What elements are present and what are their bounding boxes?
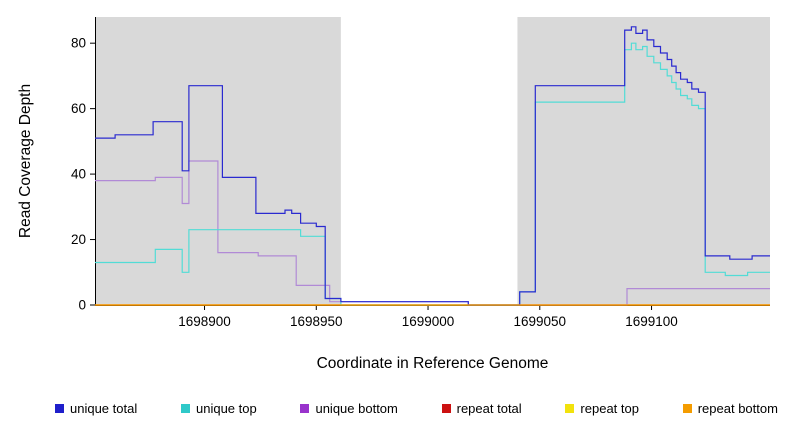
y-tick-label: 0 [78, 298, 86, 313]
legend-item-repeat-top: repeat top [565, 401, 639, 416]
legend-item-unique-top: unique top [180, 400, 257, 416]
legend-label: unique top [195, 400, 257, 416]
panel-shading [517, 17, 770, 305]
x-tick-label: 1698900 [178, 314, 231, 329]
y-axis-title: Read Coverage Depth [17, 84, 34, 238]
legend-swatch-repeat-top [565, 403, 575, 413]
legend-item-repeat-bottom: repeat bottom [682, 400, 778, 416]
legend-label: unique total [70, 400, 138, 416]
legend-swatch-unique-total [55, 403, 64, 413]
y-tick-label: 60 [71, 101, 86, 116]
legend-label: unique bottom [315, 400, 398, 416]
legend-swatch-unique-bottom [300, 403, 310, 413]
x-tick-label: 1699000 [402, 314, 455, 329]
x-axis-title: Coordinate in Reference Genome [317, 355, 549, 372]
x-tick-label: 1699100 [625, 314, 678, 329]
y-tick-label: 40 [71, 167, 86, 182]
legend-swatch-repeat-total [441, 403, 451, 413]
legend-label: repeat top [580, 400, 639, 416]
coverage-chart: 1698900 1698950 1699000 1699050 1699100 0 20 40… [17, 17, 770, 372]
series-unique-total [95, 26, 770, 306]
x-tick-label: 1698950 [290, 314, 343, 329]
chart-legend: unique total unique top unique bottom repea… [0, 393, 792, 423]
legend-item-repeat-total: repeat total [441, 400, 522, 416]
legend-item-unique-bottom: unique bottom [300, 400, 398, 416]
legend-label: repeat bottom [697, 400, 778, 416]
y-tick-label: 80 [71, 36, 86, 51]
legend-swatch-unique-top [180, 403, 190, 413]
series-unique-top [95, 42, 770, 306]
x-tick-label: 1699050 [514, 314, 567, 329]
legend-swatch-repeat-bottom [682, 403, 692, 413]
legend-item-unique-total: unique total [55, 401, 137, 416]
legend-label: repeat total [456, 400, 522, 416]
y-tick-label: 20 [71, 232, 86, 247]
